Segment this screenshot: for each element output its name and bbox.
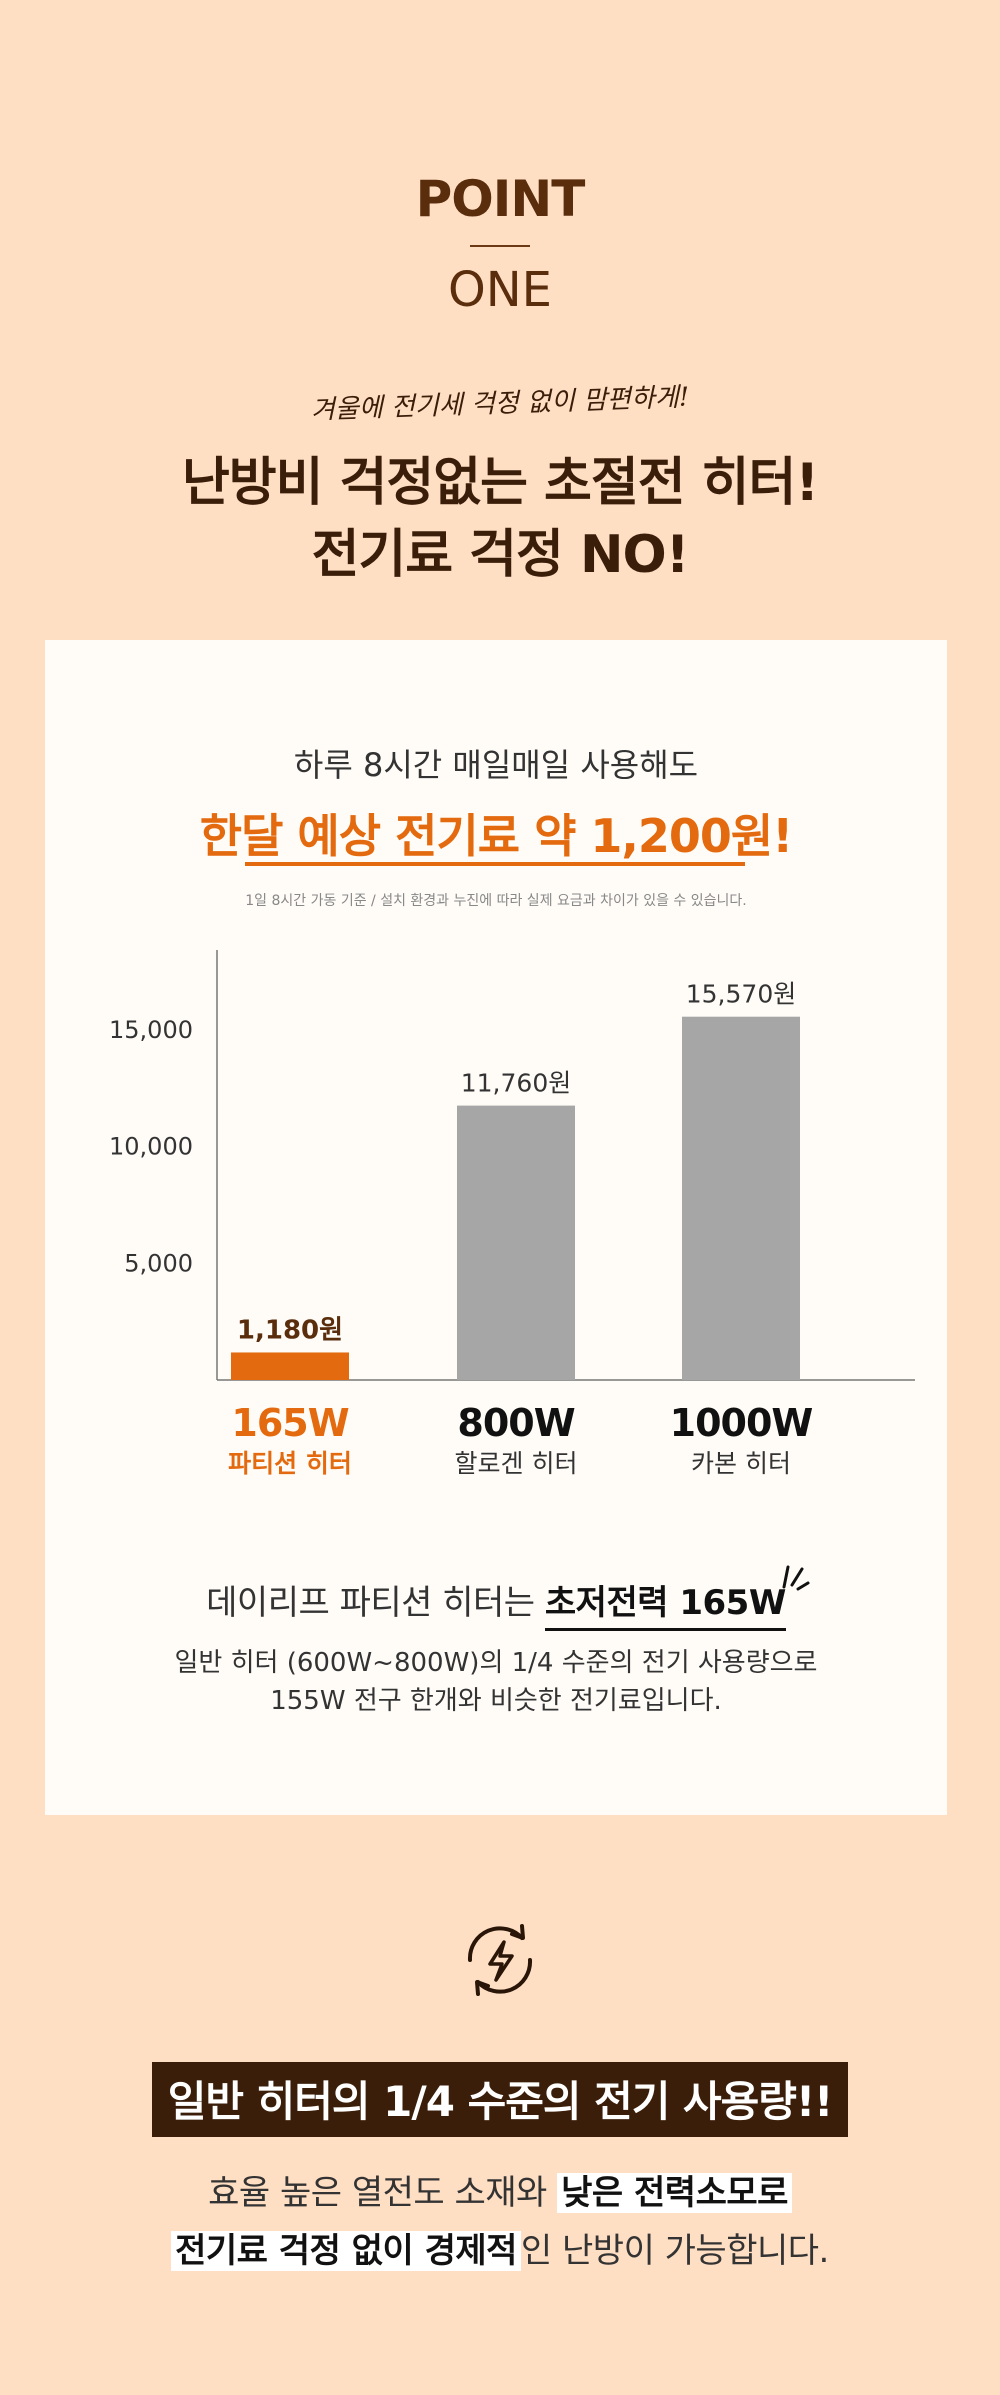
bottom-line-2-emphasis: 전기료 걱정 없이 경제적 bbox=[171, 2231, 521, 2271]
bottom-line-2: 전기료 걱정 없이 경제적 인 난방이 가능합니다. bbox=[0, 2223, 1000, 2272]
bar-800W bbox=[457, 1105, 575, 1380]
x-category-label: 165W bbox=[231, 1401, 348, 1445]
info-card: 하루 8시간 매일매일 사용해도 한달 예상 전기료 약 1,200원! 1일 … bbox=[45, 640, 947, 1815]
description-line-1: 데이리프 파티션 히터는 초저전력 165W bbox=[45, 1565, 947, 1631]
energy-cycle-icon bbox=[467, 1924, 533, 1996]
bar-value-label: 15,570원 bbox=[686, 980, 796, 1009]
x-sublabel: 할로겐 히터 bbox=[455, 1449, 578, 1478]
x-sublabel: 카본 히터 bbox=[691, 1449, 791, 1478]
bottom-line-2-suffix: 인 난방이 가능합니다. bbox=[520, 2231, 829, 2271]
bottom-line-1: 효율 높은 열전도 소재와 낮은 전력소모로 bbox=[0, 2165, 1000, 2214]
description-prefix: 데이리프 파티션 히터는 bbox=[206, 1583, 545, 1623]
headline-line-2: 전기료 걱정 NO! bbox=[311, 525, 690, 585]
bar-value-label: 11,760원 bbox=[461, 1069, 571, 1098]
bar-1000W bbox=[682, 1016, 800, 1380]
card-highlight: 한달 예상 전기료 약 1,200원! bbox=[199, 809, 793, 863]
banner-wrap: 일반 히터의 1/4 수준의 전기 사용량!! bbox=[0, 2062, 1000, 2137]
point-subtitle: ONE bbox=[447, 262, 552, 318]
burst-lines-icon bbox=[782, 1565, 810, 1591]
description-line-3: 155W 전구 한개와 비슷한 전기료입니다. bbox=[270, 1686, 722, 1716]
description-line-2: 일반 히터 (600W~800W)의 1/4 수준의 전기 사용량으로 bbox=[174, 1648, 818, 1678]
bottom-line-1-emphasis: 낮은 전력소모로 bbox=[557, 2173, 792, 2213]
x-category-label: 1000W bbox=[670, 1401, 813, 1445]
description-emphasis-text: 초저전력 165W bbox=[544, 1583, 786, 1623]
x-category-label: 800W bbox=[457, 1401, 574, 1445]
y-tick-label: 15,000 bbox=[109, 1016, 193, 1044]
bar-165W bbox=[231, 1352, 349, 1380]
headline-line-1: 난방비 걱정없는 초절전 히터! bbox=[181, 453, 819, 513]
highlight-underline bbox=[245, 862, 745, 866]
bottom-line-1-prefix: 효율 높은 열전도 소재와 bbox=[208, 2173, 558, 2213]
point-title: POINT bbox=[415, 170, 586, 228]
x-sublabel: 파티션 히터 bbox=[228, 1449, 352, 1478]
card-note: 1일 8시간 가동 기준 / 설치 환경과 누진에 따라 실제 요금과 차이가 … bbox=[245, 893, 747, 909]
description-emphasis: 초저전력 165W bbox=[544, 1565, 810, 1631]
y-tick-label: 5,000 bbox=[124, 1249, 193, 1277]
y-tick-label: 10,000 bbox=[109, 1133, 193, 1161]
card-intro: 하루 8시간 매일매일 사용해도 bbox=[293, 746, 699, 784]
power-cost-chart: 5,000 10,000 15,000 1,180원 11,760원 15,570원 1… bbox=[109, 950, 915, 1478]
usage-banner: 일반 히터의 1/4 수준의 전기 사용량!! bbox=[151, 2062, 849, 2137]
point-divider bbox=[470, 245, 530, 247]
bar-value-label: 1,180원 bbox=[237, 1315, 343, 1345]
tagline: 겨울에 전기세 걱정 없이 맘편하게! bbox=[310, 382, 690, 426]
